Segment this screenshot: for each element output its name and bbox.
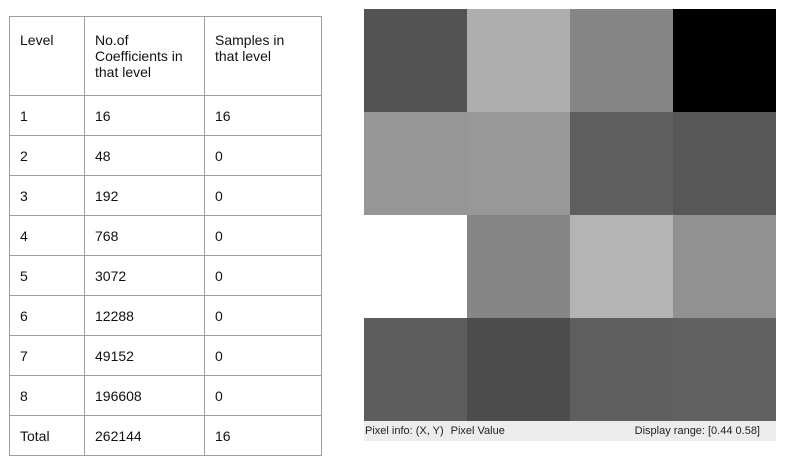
cell-level: 8 [9, 375, 85, 416]
image-viewer[interactable]: Pixel info: (X, Y) Pixel Value Display ran… [364, 9, 776, 441]
cell-level: 7 [9, 335, 85, 376]
cell-level: 4 [9, 215, 85, 256]
pixel-cell[interactable] [467, 9, 570, 112]
table-row: 6 12288 0 [9, 295, 322, 336]
pixel-cell[interactable] [467, 215, 570, 318]
cell-samples: 16 [204, 95, 322, 136]
cell-level: 1 [9, 95, 85, 136]
pixel-cell[interactable] [364, 318, 467, 421]
pixel-info-label: Pixel info: [365, 425, 413, 437]
pixel-cell[interactable] [364, 9, 467, 112]
pixel-cell[interactable] [570, 215, 673, 318]
cell-coefficients: 768 [84, 215, 205, 256]
coefficients-table: Level No.of Coefficients in that level S… [9, 16, 322, 456]
cell-coefficients: 262144 [84, 415, 205, 456]
table-header-row: Level No.of Coefficients in that level S… [9, 16, 322, 96]
table-row: 4 768 0 [9, 215, 322, 256]
cell-level: Total [9, 415, 85, 456]
pixel-cell[interactable] [673, 215, 776, 318]
table-row: 7 49152 0 [9, 335, 322, 376]
cell-samples: 0 [204, 135, 322, 176]
header-samples: Samples in that level [204, 16, 322, 96]
cell-samples: 16 [204, 415, 322, 456]
display-range-label: Display range: [634, 425, 705, 437]
pixel-cell[interactable] [467, 112, 570, 215]
cell-samples: 0 [204, 295, 322, 336]
pixel-cell[interactable] [673, 318, 776, 421]
cell-coefficients: 12288 [84, 295, 205, 336]
pixel-cell[interactable] [570, 318, 673, 421]
cell-level: 2 [9, 135, 85, 176]
cell-level: 5 [9, 255, 85, 296]
table-total-row: Total 262144 16 [9, 415, 322, 456]
cell-level: 3 [9, 175, 85, 216]
pixel-value-label: Pixel Value [450, 425, 505, 437]
cell-samples: 0 [204, 335, 322, 376]
cell-samples: 0 [204, 175, 322, 216]
cell-samples: 0 [204, 215, 322, 256]
cell-coefficients: 16 [84, 95, 205, 136]
pixel-coords-label: (X, Y) [415, 425, 444, 437]
header-level: Level [9, 16, 85, 96]
cell-samples: 0 [204, 255, 322, 296]
cell-samples: 0 [204, 375, 322, 416]
pixel-cell[interactable] [364, 112, 467, 215]
table-row: 1 16 16 [9, 95, 322, 136]
pixel-cell[interactable] [364, 215, 467, 318]
cell-coefficients: 192 [84, 175, 205, 216]
cell-coefficients: 3072 [84, 255, 205, 296]
pixel-cell[interactable] [570, 9, 673, 112]
cell-coefficients: 49152 [84, 335, 205, 376]
table-row: 3 192 0 [9, 175, 322, 216]
table-row: 8 196608 0 [9, 375, 322, 416]
pixel-image[interactable] [364, 9, 776, 421]
pixel-cell[interactable] [570, 112, 673, 215]
display-range-value: [0.44 0.58] [708, 425, 760, 437]
table-row: 2 48 0 [9, 135, 322, 176]
table-row: 5 3072 0 [9, 255, 322, 296]
pixel-info-status-bar: Pixel info: (X, Y) Pixel Value Display ran… [364, 421, 776, 441]
pixel-info: Pixel info: (X, Y) Pixel Value [365, 421, 505, 441]
display-range: Display range: [0.44 0.58] [635, 421, 760, 441]
pixel-cell[interactable] [673, 9, 776, 112]
cell-level: 6 [9, 295, 85, 336]
cell-coefficients: 196608 [84, 375, 205, 416]
pixel-cell[interactable] [673, 112, 776, 215]
header-coefficients: No.of Coefficients in that level [84, 16, 205, 96]
cell-coefficients: 48 [84, 135, 205, 176]
pixel-cell[interactable] [467, 318, 570, 421]
